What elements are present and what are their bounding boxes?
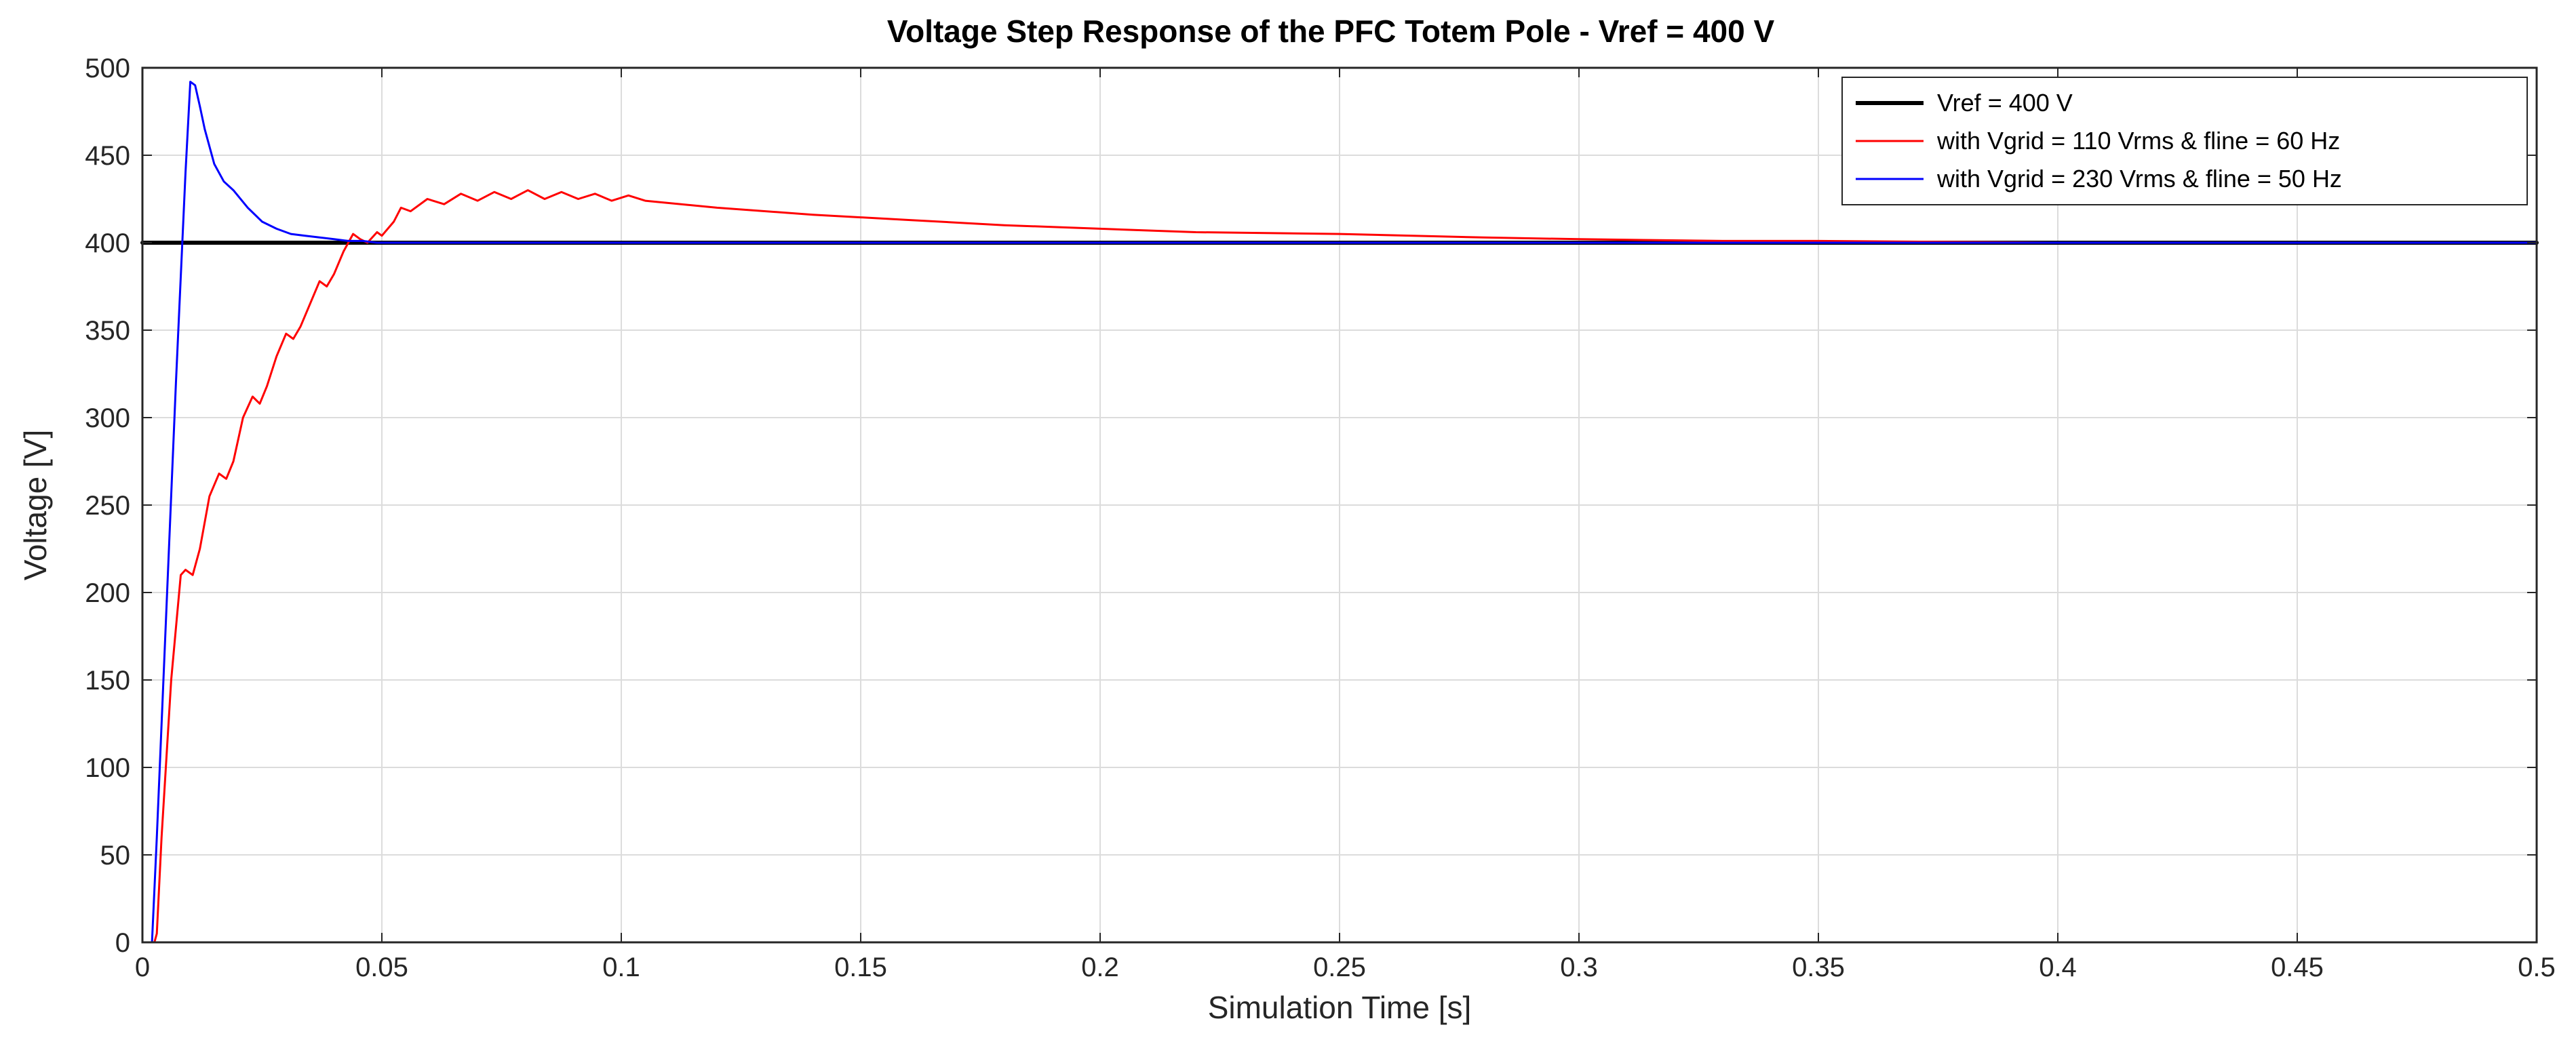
y-tick-label: 400 <box>85 228 130 258</box>
x-tick-label: 0.05 <box>355 952 408 982</box>
y-tick-label: 450 <box>85 141 130 171</box>
legend-entry-label: with Vgrid = 230 Vrms & fline = 50 Hz <box>1936 165 2342 193</box>
y-tick-label: 0 <box>115 928 130 958</box>
x-tick-label: 0.3 <box>1560 952 1598 982</box>
x-tick-label: 0.15 <box>834 952 887 982</box>
y-tick-label: 150 <box>85 666 130 696</box>
x-tick-label: 0.5 <box>2518 952 2556 982</box>
y-tick-label: 50 <box>100 841 131 870</box>
y-tick-label: 200 <box>85 578 130 608</box>
series-line-2 <box>141 81 2538 944</box>
x-tick-label: 0.25 <box>1313 952 1366 982</box>
axis-ticks: 0 0.05 0.1 0.15 0.2 0.25 0.3 0.35 0.4 0.45 0.5 0 50 1… <box>85 54 2556 982</box>
series-layer <box>140 81 2539 944</box>
legend: Vref = 400 V with Vgrid = 110 Vrms & flin… <box>1841 77 2528 205</box>
x-tick-label: 0 <box>135 952 150 982</box>
y-tick-label: 500 <box>85 54 130 83</box>
series-line-1 <box>141 189 2538 944</box>
x-axis-label: Simulation Time [s] <box>1208 990 1472 1025</box>
y-tick-label: 250 <box>85 491 130 521</box>
y-axis-label: Voltage [V] <box>18 430 53 581</box>
x-tick-label: 0.35 <box>1792 952 1845 982</box>
x-tick-label: 0.2 <box>1081 952 1119 982</box>
x-tick-label: 0.4 <box>2039 952 2077 982</box>
x-tick-label: 0.45 <box>2271 952 2324 982</box>
y-tick-label: 300 <box>85 403 130 433</box>
y-tick-label: 350 <box>85 316 130 346</box>
legend-entry-label: Vref = 400 V <box>1937 89 2073 117</box>
x-tick-label: 0.1 <box>602 952 640 982</box>
legend-entry-label: with Vgrid = 110 Vrms & fline = 60 Hz <box>1936 127 2340 155</box>
y-tick-label: 100 <box>85 753 130 783</box>
legend-box <box>1841 77 2528 205</box>
chart-title: Voltage Step Response of the PFC Totem P… <box>887 14 1775 49</box>
